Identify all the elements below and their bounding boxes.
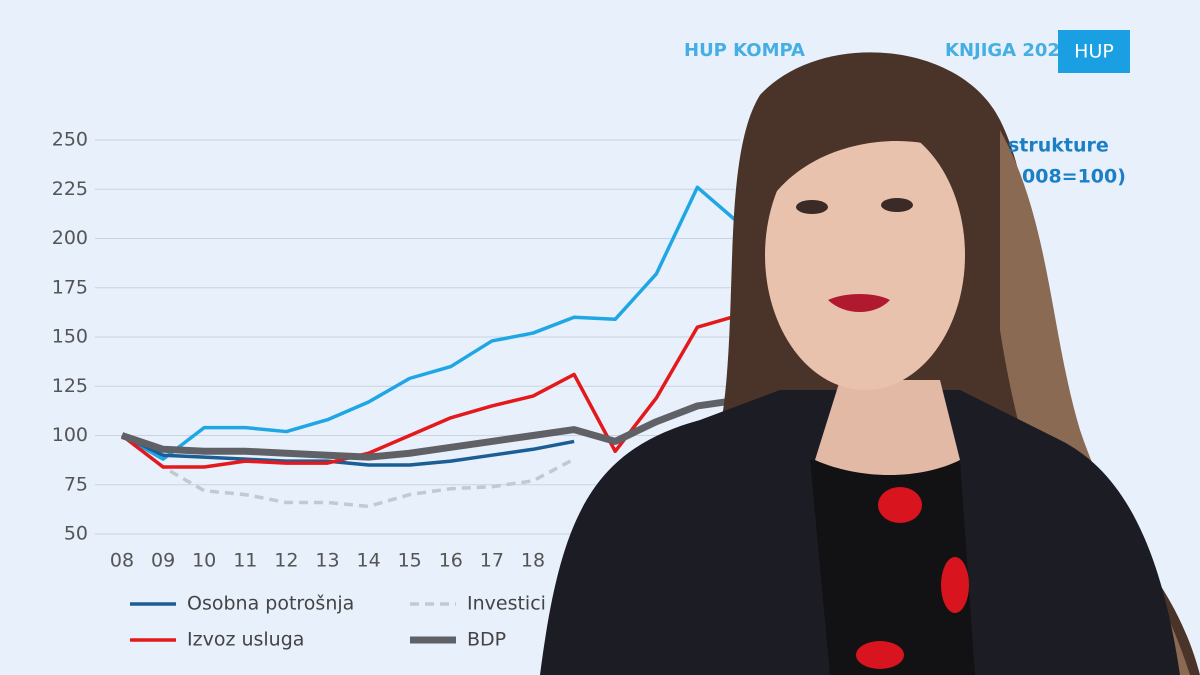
- overlay: HUP KOMPA KNJIGA 2025 HUP strukture 008=…: [684, 30, 1130, 188]
- legend-label: Osobna potrošnja: [187, 593, 354, 615]
- y-tick-label: 250: [52, 129, 88, 151]
- header-text: HUP KOMPA: [684, 40, 805, 61]
- x-tick-label: 16: [439, 550, 463, 572]
- x-tick-label: 17: [480, 550, 504, 572]
- series-line: [120, 313, 739, 469]
- chart-title: 008=100): [1022, 166, 1126, 188]
- badge-text: HUP: [1074, 41, 1114, 63]
- header-text: KNJIGA 2025: [945, 40, 1072, 61]
- x-tick-label: 15: [398, 550, 422, 572]
- series-line: [120, 434, 575, 509]
- x-tick-label: 11: [233, 550, 257, 572]
- y-tick-label: 225: [52, 178, 88, 200]
- x-tick-label: 13: [315, 550, 339, 572]
- x-tick-label: 09: [151, 550, 175, 572]
- x-tick-label: 08: [110, 550, 134, 572]
- y-tick-label: 50: [64, 523, 88, 545]
- legend-label: BDP: [467, 629, 506, 651]
- x-tick-label: 14: [357, 550, 381, 572]
- legend-label: Izvoz usluga: [187, 629, 304, 651]
- badge: [1058, 30, 1130, 73]
- y-tick-label: 150: [52, 326, 88, 348]
- x-tick-label: 12: [274, 550, 298, 572]
- series-line: [121, 185, 740, 461]
- series-line: [121, 433, 575, 467]
- y-tick-label: 175: [52, 276, 88, 298]
- series-line: [120, 396, 739, 461]
- person-photo: [540, 52, 1200, 675]
- y-tick-label: 75: [64, 473, 88, 495]
- chart-title: strukture: [1008, 135, 1109, 157]
- y-tick-label: 125: [52, 375, 88, 397]
- x-tick-label: 18: [521, 550, 545, 572]
- y-tick-label: 100: [52, 424, 88, 446]
- y-tick-label: 200: [52, 227, 88, 249]
- x-tick-label: 10: [192, 550, 216, 572]
- legend-label: Investici: [467, 593, 546, 615]
